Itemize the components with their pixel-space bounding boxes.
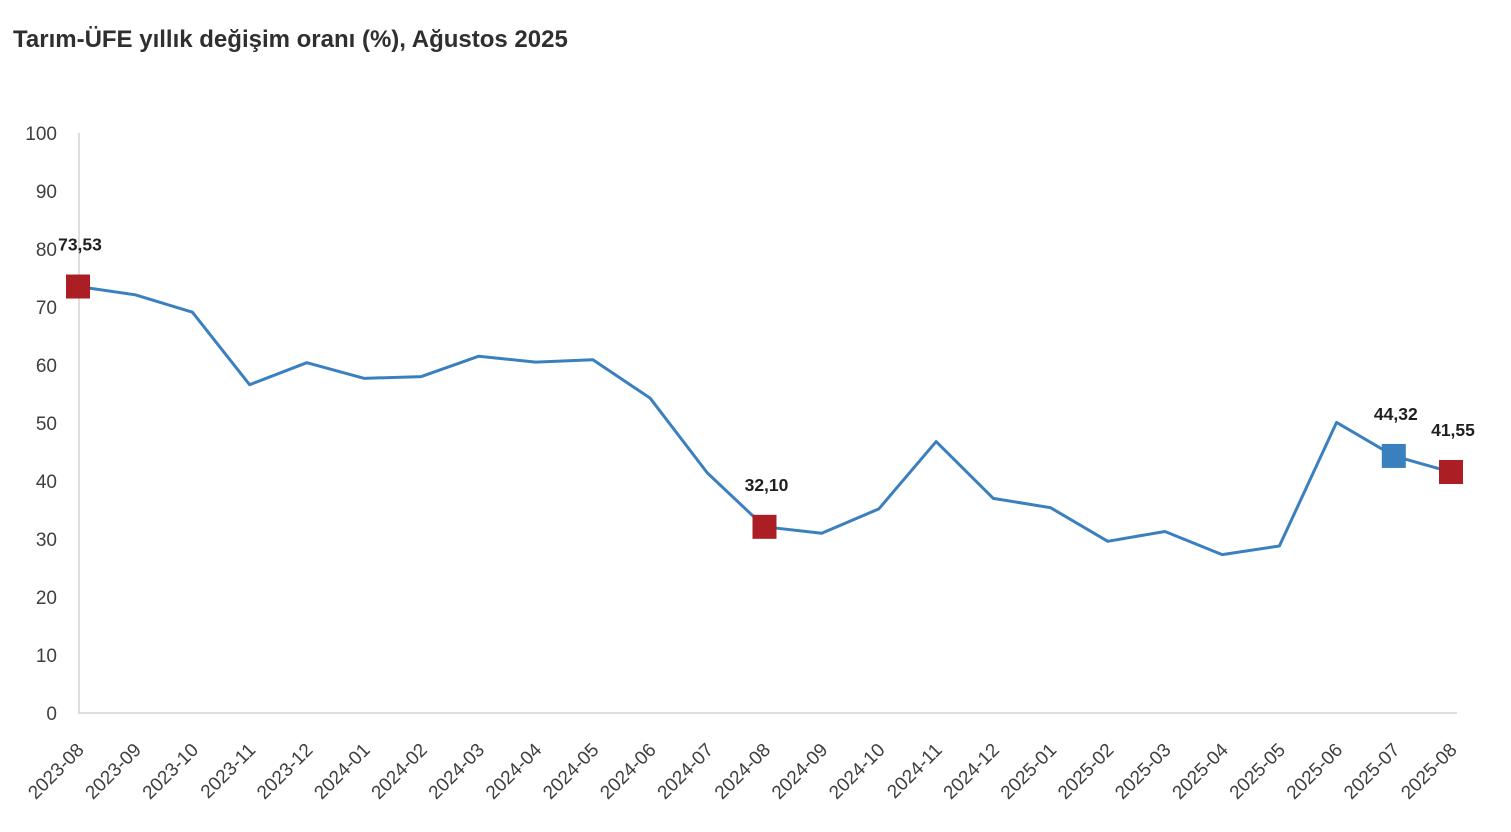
x-tick-label: 2024-03 (425, 740, 489, 804)
x-tick-label: 2025-06 (1283, 740, 1347, 804)
x-tick-label: 2023-09 (82, 740, 146, 804)
x-tick-label: 2024-07 (654, 740, 718, 804)
y-tick-label: 0 (46, 704, 57, 725)
x-tick-label: 2023-10 (139, 740, 203, 804)
x-tick-label: 2023-08 (24, 740, 88, 804)
x-tick-label: 2024-12 (940, 740, 1004, 804)
point-label: 32,10 (745, 475, 789, 495)
x-tick-label: 2023-12 (253, 740, 317, 804)
highlight-marker (752, 514, 777, 539)
point-label: 41,55 (1431, 420, 1475, 440)
x-tick-label: 2025-07 (1340, 740, 1404, 804)
x-tick-label: 2024-01 (310, 740, 374, 804)
y-tick-label: 60 (36, 356, 57, 377)
x-tick-label: 2024-10 (825, 740, 889, 804)
x-tick-label: 2024-02 (368, 740, 432, 804)
y-tick-label: 30 (36, 530, 57, 551)
y-tick-label: 80 (36, 240, 57, 261)
series-line (76, 285, 1453, 557)
y-tick-label: 10 (36, 646, 57, 667)
point-label: 44,32 (1374, 404, 1418, 424)
x-tick-label: 2024-09 (768, 740, 832, 804)
x-tick-label: 2024-08 (711, 740, 775, 804)
chart-title: Tarım-ÜFE yıllık değişim oranı (%), Ağus… (13, 26, 568, 53)
y-tick-label: 70 (36, 298, 57, 319)
x-tick-label: 2025-04 (1169, 739, 1233, 803)
point-label: 73,53 (58, 235, 102, 255)
highlight-marker (1439, 460, 1463, 485)
x-tick-label: 2023-11 (197, 740, 260, 803)
x-tick-label: 2025-05 (1226, 740, 1290, 804)
y-tick-label: 100 (25, 124, 57, 145)
x-tick-label: 2025-02 (1054, 740, 1118, 804)
x-tick-label: 2024-11 (883, 740, 946, 803)
x-tick-label: 2025-08 (1397, 740, 1461, 804)
highlight-marker (66, 274, 90, 299)
y-tick-label: 20 (36, 588, 57, 609)
highlight-marker (1381, 443, 1406, 468)
y-tick-label: 40 (36, 472, 57, 493)
x-tick-label: 2024-04 (482, 739, 546, 803)
y-tick-label: 50 (36, 414, 57, 435)
y-tick-label: 90 (36, 182, 57, 203)
x-tick-label: 2024-06 (596, 740, 660, 804)
x-tick-label: 2025-01 (997, 740, 1061, 804)
x-tick-label: 2024-05 (539, 740, 603, 804)
x-tick-label: 2025-03 (1111, 740, 1175, 804)
